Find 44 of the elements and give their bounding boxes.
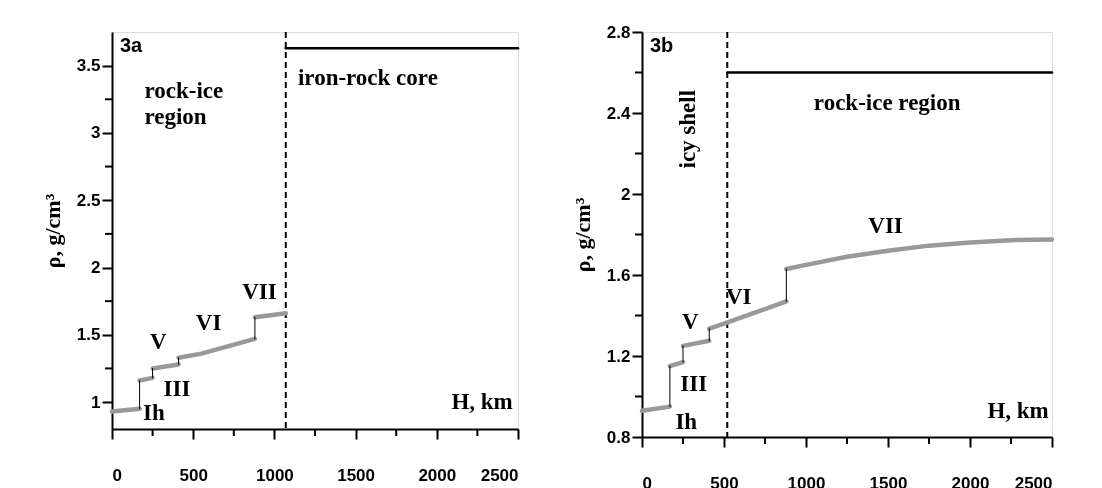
y-tick-label: 1.5 (76, 325, 101, 345)
annotation: III (163, 375, 191, 401)
x-tick-label: 2500 (480, 465, 519, 485)
x-tick-label: 1500 (337, 465, 376, 485)
y-tick-label: 1.2 (606, 346, 631, 366)
y-tick-label: 1 (91, 392, 101, 412)
x-tick-label: 500 (710, 473, 739, 488)
annotation: rock-ice region (144, 78, 224, 130)
annotation: H, km (987, 397, 1049, 423)
annotation: V (682, 308, 700, 334)
x-tick-label: 2000 (951, 473, 990, 488)
y-tick-label: 2.8 (606, 22, 631, 42)
y-axis-title: ρ, g/cm³ (39, 193, 65, 269)
annotation: VI (195, 309, 222, 335)
annotation: icy shell (675, 89, 701, 169)
y-tick-label: 2 (621, 184, 631, 204)
y-tick-label: 3.5 (76, 56, 101, 76)
annotation: VII (242, 278, 277, 304)
annotation: Ih (142, 399, 165, 425)
y-tick-label: 2.4 (606, 103, 632, 123)
y-axis-title: ρ, g/cm³ (569, 197, 595, 273)
x-tick-label: 0 (642, 473, 652, 488)
annotation: H, km (451, 389, 513, 414)
x-tick-label: 2500 (1014, 473, 1053, 488)
annotation: rock-ice region (813, 89, 961, 115)
y-tick-label: 2.5 (76, 190, 101, 210)
x-tick-label: 1000 (255, 465, 294, 485)
x-tick-label: 2000 (418, 465, 457, 485)
annotation: III (680, 371, 708, 397)
x-tick-label: 1500 (869, 473, 908, 488)
annotation: VI (725, 284, 752, 310)
annotation: V (149, 328, 167, 354)
y-tick-label: 1.6 (606, 265, 631, 285)
x-tick-label: 0 (112, 465, 122, 485)
chart-title: 3b (650, 34, 674, 56)
annotation: iron-rock core (297, 64, 438, 90)
annotation: VII (868, 213, 903, 239)
x-tick-label: 500 (179, 465, 208, 485)
y-tick-label: 3 (91, 123, 101, 143)
y-tick-label: 2 (91, 258, 101, 278)
chart-title: 3a (120, 34, 144, 56)
x-tick-label: 1000 (787, 473, 826, 488)
annotation: Ih (675, 408, 698, 434)
y-tick-label: 0.8 (606, 427, 631, 447)
